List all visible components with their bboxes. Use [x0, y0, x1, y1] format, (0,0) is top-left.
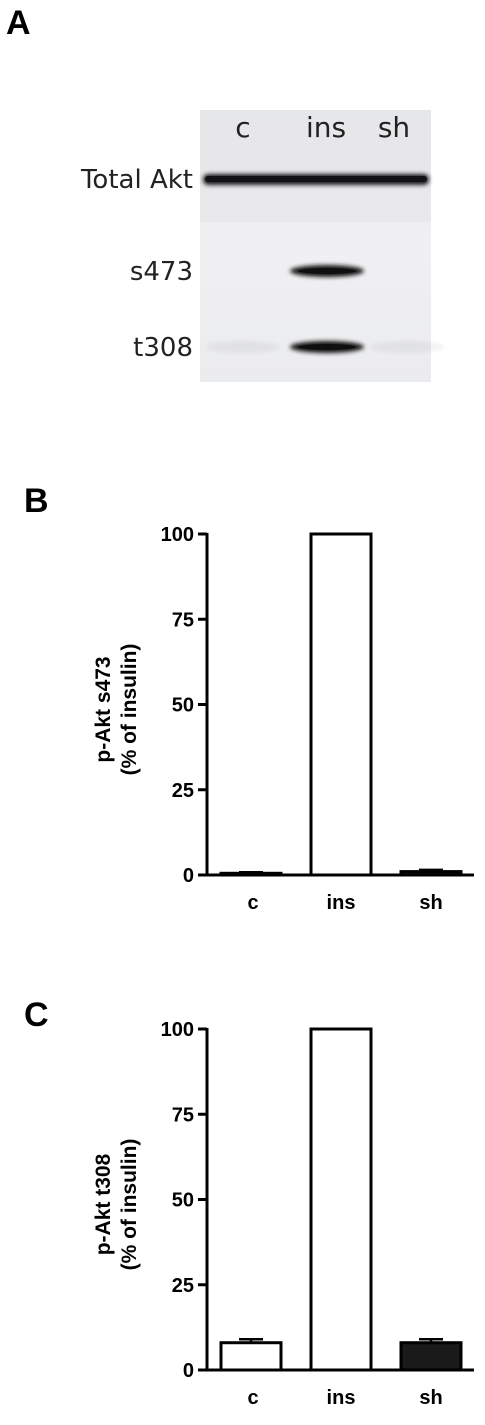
y-axis-label-line-1: p-Akt t308	[92, 1153, 115, 1255]
error-bar-sh	[419, 868, 443, 872]
band-label-total-akt: Total Akt	[80, 165, 193, 195]
band-labels: Total Akt s473 t308	[80, 165, 193, 363]
lane-label-ins: ins	[306, 111, 346, 144]
y-tick-label-50: 50	[172, 1190, 194, 1212]
x-tick-label-ins: ins	[327, 1387, 356, 1409]
band-t308-sh	[370, 341, 444, 353]
gel-upper-strip	[200, 110, 431, 222]
panel-c-letter: C	[24, 996, 49, 1034]
y-tick-label-50: 50	[172, 695, 194, 717]
y-tick-label-100: 100	[161, 1019, 194, 1041]
bar-ins	[309, 1027, 373, 1372]
y-axis-label-line-2: (% of insulin)	[118, 1139, 141, 1271]
band-label-t308: t308	[133, 333, 193, 363]
y-tick-label-75: 75	[172, 1104, 194, 1126]
lane-label-c: c	[235, 111, 250, 144]
band-s473-ins	[290, 265, 364, 277]
panel-a-letter: A	[6, 4, 31, 42]
y-tick-label-0: 0	[183, 1360, 194, 1382]
band-label-s473: s473	[130, 257, 193, 287]
y-tick-label-75: 75	[172, 609, 194, 631]
error-bar-sh	[419, 1338, 443, 1343]
y-tick-label-25: 25	[172, 780, 194, 802]
x-tick-label-sh: sh	[419, 1387, 442, 1409]
lane-label-sh: sh	[378, 111, 410, 144]
bar-sh	[399, 1341, 463, 1372]
y-axis-label-line-1: p-Akt s473	[92, 656, 115, 762]
error-bar-c	[239, 1338, 263, 1343]
error-bar-c	[239, 871, 263, 874]
bar-ins	[309, 532, 373, 877]
lane-labels: c ins sh	[235, 111, 410, 144]
x-tick-label-c: c	[247, 892, 258, 914]
chart-c-t308: 0 25 50 75 100 c ins sh p-Akt t308 (% of insulin)	[92, 1019, 474, 1409]
bar-c	[219, 1341, 283, 1372]
chart-b-s473: 0 25 50 75 100 c ins sh p-Akt s473 (% of insulin)	[92, 524, 474, 914]
band-t308-ins	[290, 341, 364, 353]
x-tick-label-c: c	[247, 1387, 258, 1409]
y-axis-label-line-2: (% of insulin)	[118, 644, 141, 776]
x-tick-label-ins: ins	[327, 892, 356, 914]
blot-bands	[203, 174, 444, 353]
y-tick-label-0: 0	[183, 865, 194, 887]
x-tick-label-sh: sh	[419, 892, 442, 914]
panel-b-letter: B	[24, 482, 49, 520]
band-t308-c	[206, 341, 280, 353]
y-tick-label-100: 100	[161, 524, 194, 546]
band-total-akt	[203, 174, 429, 185]
y-tick-label-25: 25	[172, 1275, 194, 1297]
western-blot: c ins sh Total Akt s473 t308	[80, 110, 444, 382]
